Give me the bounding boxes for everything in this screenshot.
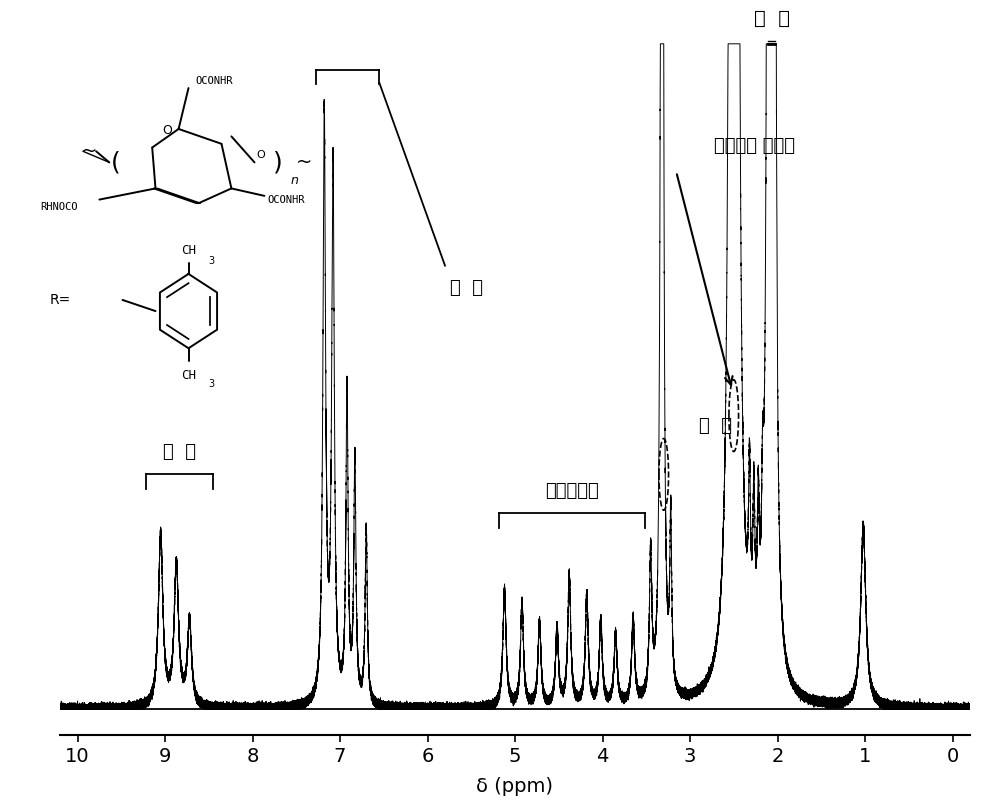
Text: 葡葡糖单元: 葡葡糖单元	[545, 482, 599, 500]
Text: O: O	[162, 124, 172, 137]
Text: n: n	[290, 175, 298, 187]
Text: 3: 3	[208, 256, 214, 267]
Text: ): )	[273, 150, 282, 175]
Text: (: (	[111, 150, 121, 175]
Text: 3: 3	[208, 379, 214, 389]
Text: 氯代二甲 基亚砦: 氯代二甲 基亚砦	[714, 137, 796, 154]
Text: RHNOCO: RHNOCO	[40, 202, 78, 212]
Polygon shape	[153, 188, 201, 204]
Text: ~: ~	[296, 153, 312, 172]
Text: 甲  醇: 甲 醇	[699, 417, 732, 436]
Text: OCONHR: OCONHR	[195, 76, 233, 86]
Text: 甲  基: 甲 基	[754, 9, 790, 27]
Text: 苯  基: 苯 基	[450, 279, 483, 297]
Text: R=: R=	[50, 293, 71, 307]
Text: 氨  基: 氨 基	[163, 444, 196, 461]
Text: ~: ~	[81, 141, 98, 161]
Text: O: O	[256, 150, 265, 160]
Text: CH: CH	[181, 244, 196, 257]
X-axis label: δ (ppm): δ (ppm)	[477, 777, 554, 796]
Text: CH: CH	[181, 368, 196, 381]
Text: OCONHR: OCONHR	[268, 195, 305, 204]
